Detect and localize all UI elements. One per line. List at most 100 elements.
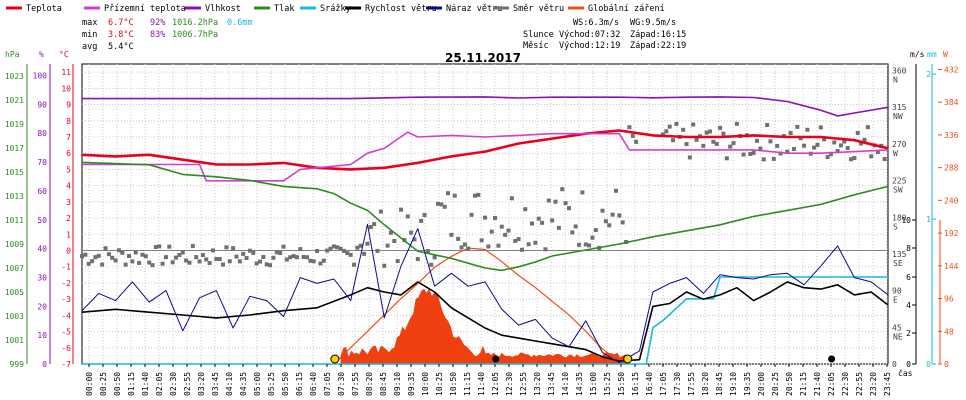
tick-label-pct: 50: [37, 216, 47, 225]
tick-label-x: 22:55: [855, 372, 864, 396]
wind-direction-dot: [210, 248, 215, 253]
wind-direction-dot: [409, 230, 414, 235]
tick-label-x: 02:55: [183, 372, 192, 396]
wind-direction-dot: [341, 248, 346, 253]
tick-label-x: 14:10: [561, 372, 570, 396]
tick-label-pct: 100: [33, 72, 48, 81]
wind-direction-dot: [566, 206, 571, 211]
wind-direction-dot: [352, 262, 357, 267]
legend-label: Přízemní teplota: [104, 4, 186, 14]
tick-label-x: 16:40: [645, 372, 654, 396]
tick-label-x: 20:00: [757, 372, 766, 396]
tick-label-w: 0: [944, 360, 949, 369]
sun-set: Západ:16:15: [630, 30, 686, 40]
tick-label-x: 23:20: [869, 372, 878, 396]
tick-label-temp: -5: [61, 328, 71, 337]
tick-label-w: 336: [944, 131, 959, 140]
wind-direction-dot: [577, 242, 582, 247]
wind-direction-dot: [728, 144, 733, 149]
wind-direction-dot: [254, 261, 259, 266]
tick-label-x: 01:40: [141, 372, 150, 396]
tick-label-x: 10:50: [449, 372, 458, 396]
wind-direction-dot: [765, 122, 770, 127]
wind-direction-dot: [684, 142, 689, 147]
wind-direction-dot: [385, 243, 390, 248]
tick-label-x: 07:05: [323, 372, 332, 396]
wind-direction-dot: [147, 260, 152, 265]
wind-direction-dot: [241, 251, 246, 256]
wind-direction-dot: [358, 243, 363, 248]
wind-direction-dot: [190, 244, 195, 249]
wind-direction-dot: [291, 254, 296, 259]
tick-label-dir-compass: NW: [893, 112, 903, 121]
sun-event-marker: [330, 354, 340, 364]
wind-direction-dot: [671, 138, 676, 143]
sun-rise: Východ:07:32: [559, 30, 620, 40]
wind-direction-dot: [442, 204, 447, 209]
wind-direction-dot: [234, 254, 239, 259]
series-line: [81, 161, 889, 272]
wind-direction-dot: [419, 218, 424, 223]
wind-ws: WS:6.3m/s: [573, 18, 619, 28]
tick-label-temp: -3: [61, 295, 71, 304]
wind-direction-dot: [718, 125, 723, 130]
wind-direction-dot: [382, 263, 387, 268]
wind-direction-dot: [184, 258, 189, 263]
tick-label-temp: 6: [66, 149, 71, 158]
wind-direction-dot: [251, 250, 256, 255]
tick-label-temp: 8: [66, 117, 71, 126]
wind-direction-dot: [244, 255, 249, 260]
wind-direction-dot: [865, 125, 870, 130]
legend-label: Globální záření: [588, 4, 665, 14]
sun-label: Slunce: [523, 30, 554, 40]
wind-direction-dot: [449, 232, 454, 237]
tick-label-x: 17:55: [687, 372, 696, 396]
tick-label-x: 12:05: [491, 372, 500, 396]
wind-direction-dot: [835, 149, 840, 154]
wind-direction-dot: [869, 154, 874, 159]
series-line: [82, 276, 888, 365]
wind-direction-dot: [281, 244, 286, 249]
wind-direction-dot: [627, 125, 632, 130]
tick-label-x: 22:05: [827, 372, 836, 396]
wind-direction-dot: [791, 146, 796, 151]
wind-direction-dot: [271, 255, 276, 260]
wind-direction-dot: [298, 247, 303, 252]
wind-direction-dot: [224, 245, 229, 250]
tick-label-x: 11:40: [477, 372, 486, 396]
stats-max-temp: 6.7°C: [108, 18, 134, 28]
wind-direction-dot: [630, 133, 635, 138]
wind-direction-dot: [335, 245, 340, 250]
tick-label-w: 240: [944, 196, 959, 205]
wind-direction-dot: [133, 250, 138, 255]
wind-direction-dot: [405, 214, 410, 219]
stats-max-press: 1016.2hPa: [172, 18, 218, 28]
wind-direction-dot: [519, 247, 524, 252]
radiation-layer: [333, 247, 630, 365]
wind-direction-dot: [123, 262, 128, 267]
wind-direction-dot: [284, 257, 289, 262]
moon-label: Měsíc: [523, 41, 549, 51]
wind-direction-dot: [875, 150, 880, 155]
wind-direction-dot: [217, 257, 222, 262]
tick-label-w: 432: [944, 65, 959, 74]
wind-direction-dot: [553, 199, 558, 204]
wind-direction-dot: [805, 127, 810, 132]
wind-direction-dot: [469, 212, 474, 217]
tick-label-dir-compass: W: [893, 149, 898, 158]
tick-label-x: 10:00: [421, 372, 430, 396]
wind-direction-dot: [308, 258, 313, 263]
legend-label: Rychlost větru: [365, 4, 437, 14]
stats-max-label: max: [82, 18, 97, 28]
tick-label-x: 10:25: [435, 372, 444, 396]
tick-label-temp: 11: [61, 68, 71, 77]
tick-label-temp: -6: [61, 344, 71, 353]
tick-label-hpa: 1007: [5, 264, 24, 273]
wind-direction-dot: [355, 245, 360, 250]
chart-legend: Teplota Přízemní teplota Vlhkost Tlak Srážky…: [6, 4, 665, 14]
tick-label-x: 14:35: [575, 372, 584, 396]
tick-label-x: 20:25: [771, 372, 780, 396]
wind-direction-dot: [613, 188, 618, 193]
wind-direction-dot: [90, 259, 95, 264]
wind-direction-dot: [603, 219, 608, 224]
